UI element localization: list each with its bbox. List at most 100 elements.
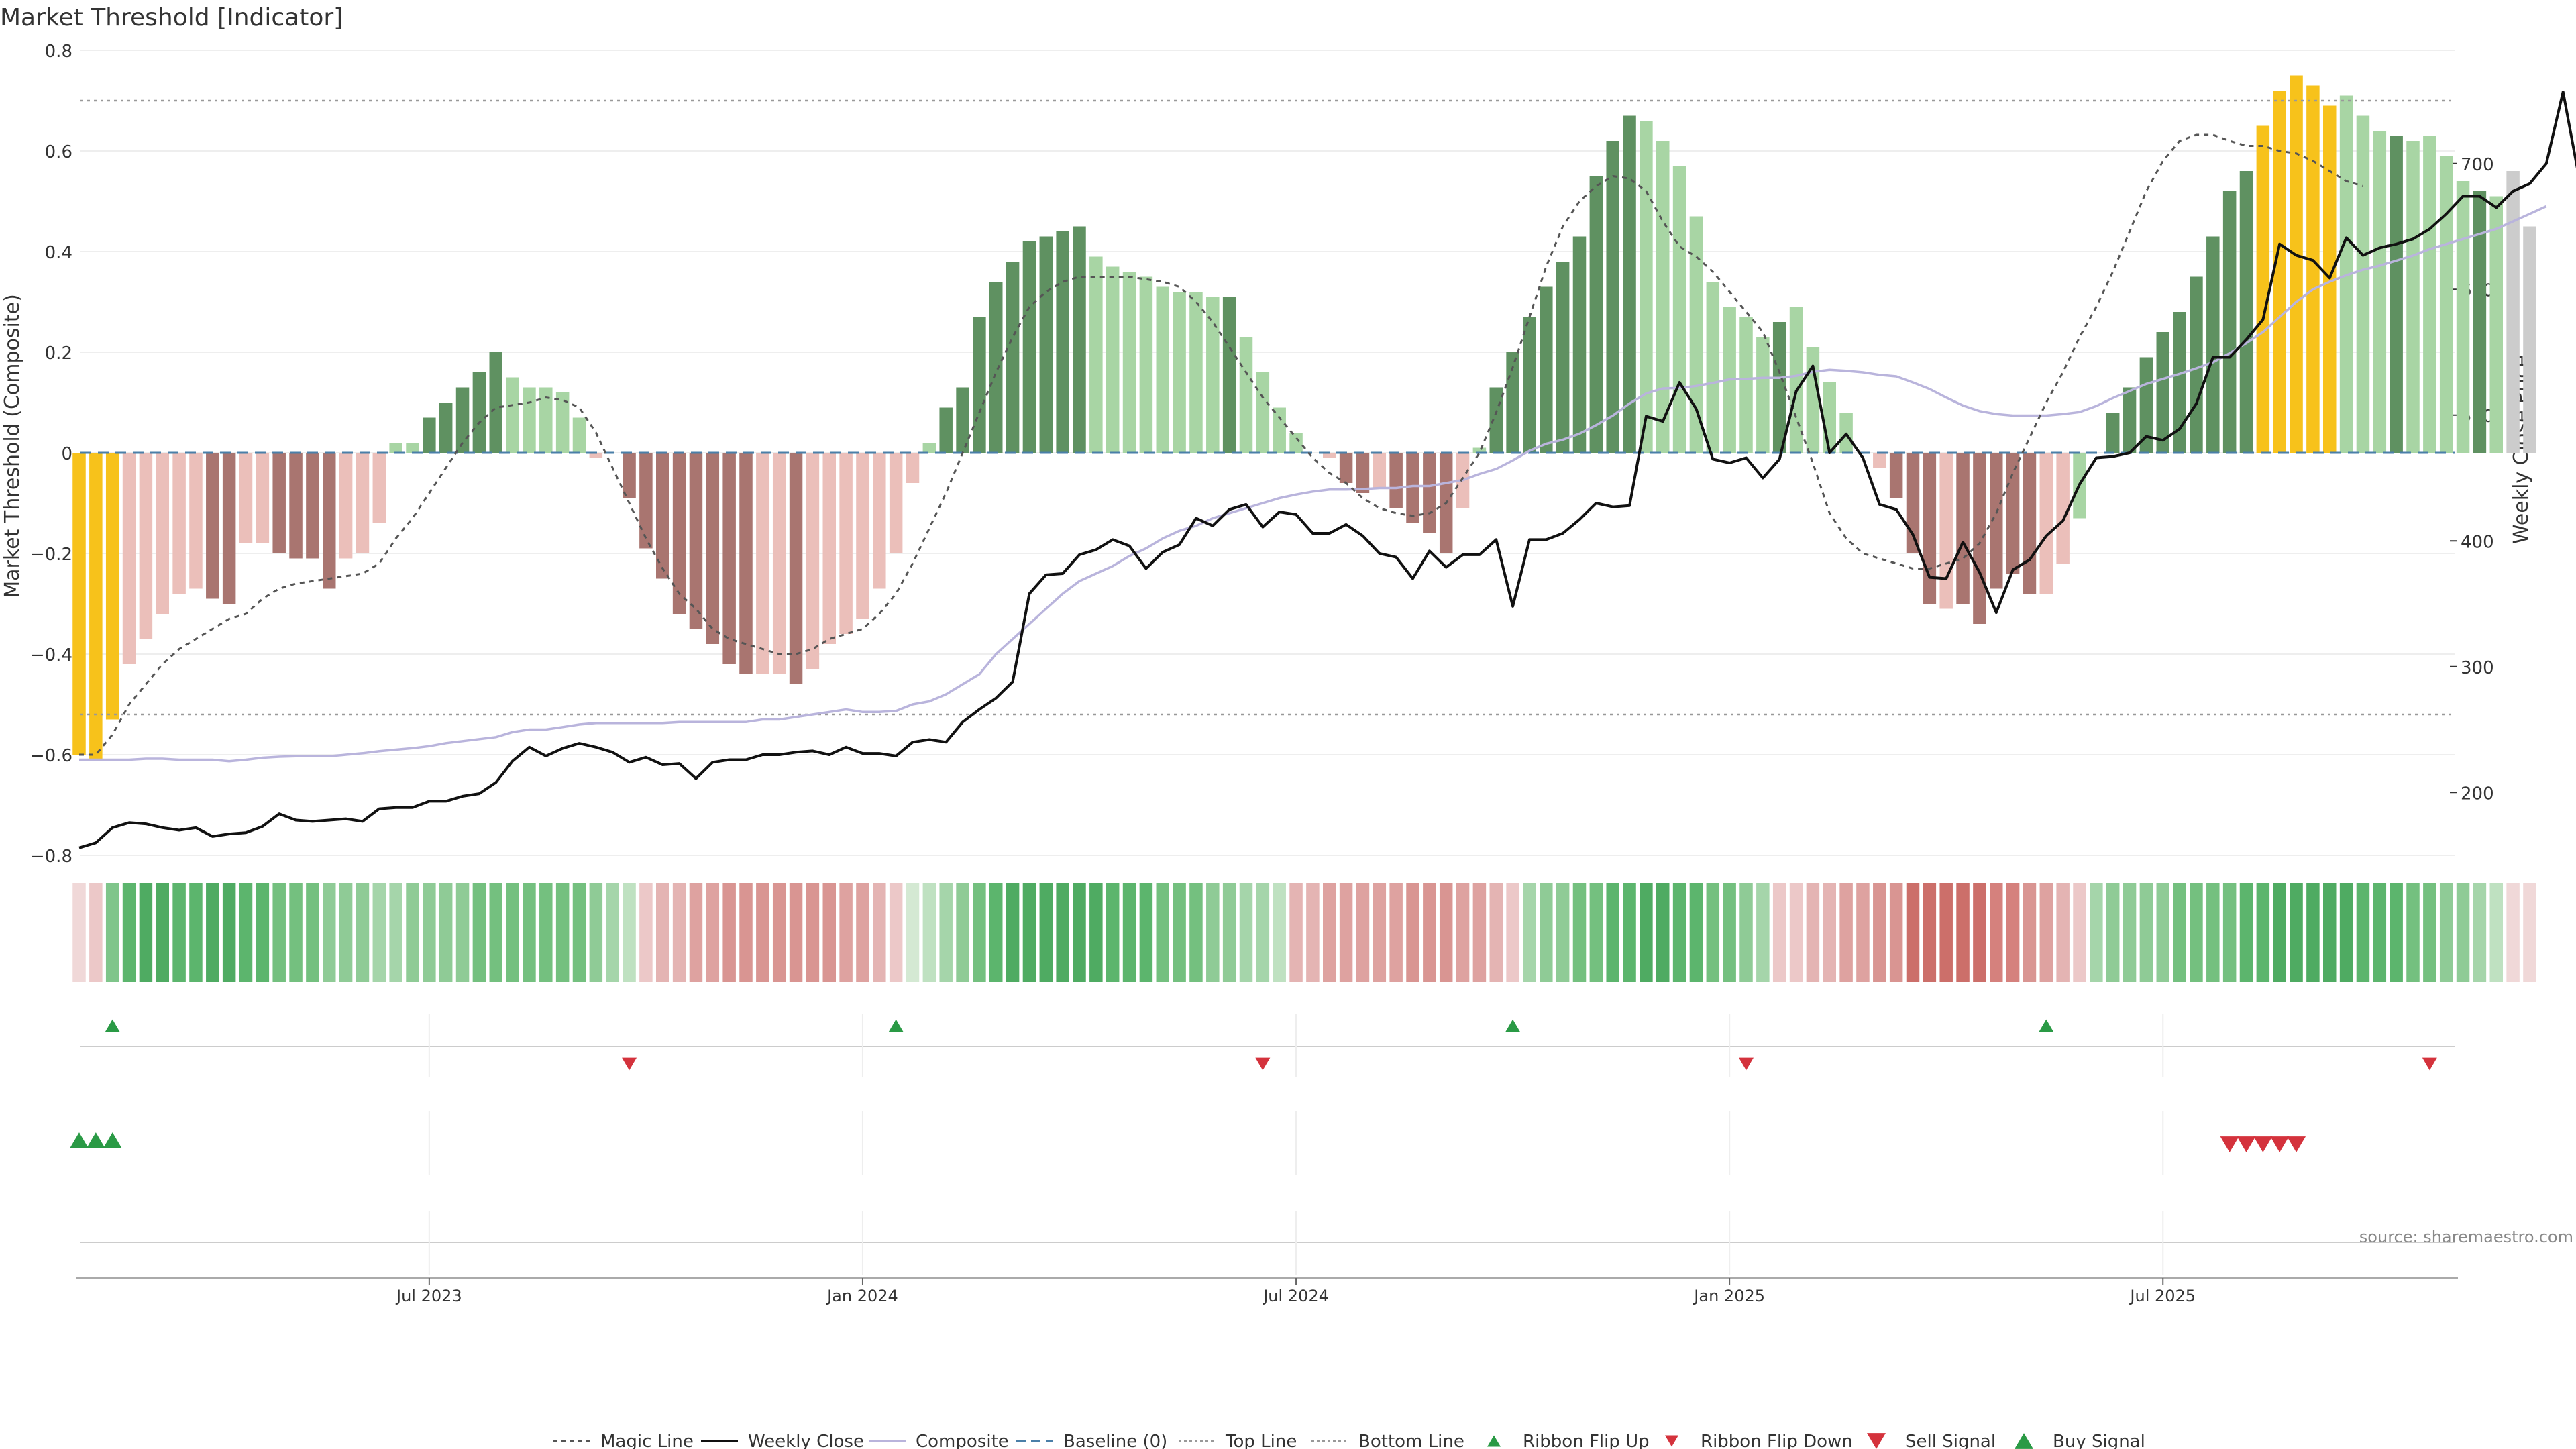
composite-bar — [1323, 453, 1336, 458]
composite-bar — [2506, 171, 2520, 453]
ribbon-cell — [1906, 883, 1920, 982]
ribbon-cell — [1523, 883, 1536, 982]
ribbon-cell — [889, 883, 903, 982]
legend-label: Weekly Close — [748, 1432, 864, 1449]
composite-bar — [306, 453, 319, 559]
composite-bar — [2039, 453, 2053, 594]
ribbon-cell — [1873, 883, 1886, 982]
ribbon-cell — [822, 883, 836, 982]
composite-bar — [1990, 453, 2003, 589]
ribbon-cell — [2339, 883, 2353, 982]
composite-bar — [139, 453, 153, 639]
ribbon-cell — [2222, 883, 2237, 982]
composite-bar — [105, 453, 119, 720]
composite-bar — [172, 453, 186, 594]
ribbon-cell — [939, 883, 953, 982]
ribbon-cell — [139, 883, 153, 982]
ribbon-cell — [105, 883, 119, 982]
ribbon-cell — [2039, 883, 2053, 982]
composite-bar — [489, 352, 502, 453]
ribbon-cell — [1323, 883, 1336, 982]
ribbon-cell — [489, 883, 502, 982]
composite-bar — [122, 453, 136, 664]
composite-bar — [722, 453, 736, 664]
ribbon-cell — [1122, 883, 1136, 982]
composite-bar — [1256, 372, 1270, 453]
x-tick-label: Jul 2024 — [1262, 1287, 1329, 1305]
ribbon-cell — [706, 883, 720, 982]
ribbon-cell — [739, 883, 753, 982]
ribbon-cell — [1706, 883, 1720, 982]
composite-bar — [1273, 407, 1286, 453]
ribbon-cell — [1923, 883, 1937, 982]
ribbon-cell — [2156, 883, 2169, 982]
ribbon-cell — [2306, 883, 2320, 982]
y-tick-label-left: −0.4 — [30, 645, 72, 665]
ribbon-cell — [2073, 883, 2086, 982]
ribbon-cell — [2473, 883, 2487, 982]
ribbon-cell — [2290, 883, 2303, 982]
sell-signal-marker — [2253, 1136, 2273, 1152]
ribbon-cell — [1389, 883, 1403, 982]
composite-bar — [439, 402, 453, 453]
composite-bar — [1889, 453, 1903, 498]
ribbon-cell — [2006, 883, 2020, 982]
ribbon-cell — [722, 883, 736, 982]
composite-bar — [1356, 453, 1370, 493]
composite-bar — [356, 453, 370, 553]
composite-bar — [1939, 453, 1953, 609]
ribbon-cell — [1839, 883, 1853, 982]
ribbon-cell — [323, 883, 336, 982]
y-tick-label-right: 400 — [2461, 532, 2494, 552]
ribbon-cell — [1472, 883, 1487, 982]
legend-label: Baseline (0) — [1063, 1432, 1167, 1449]
ribbon-cell — [1339, 883, 1353, 982]
ribbon-cell — [1222, 883, 1236, 982]
composite-bar — [2106, 413, 2120, 453]
composite-bar — [406, 443, 419, 453]
composite-bar — [506, 377, 519, 453]
ribbon-cell — [1373, 883, 1387, 982]
ribbon-cell — [2173, 883, 2186, 982]
y-tick-label-right: 700 — [2461, 155, 2494, 175]
composite-bar — [789, 453, 803, 684]
ribbon-cell — [206, 883, 219, 982]
ribbon-cell — [1556, 883, 1570, 982]
ribbon-cell — [339, 883, 353, 982]
composite-bar — [1022, 241, 1036, 453]
composite-bar — [989, 282, 1003, 453]
composite-bar — [472, 372, 486, 453]
ribbon-flip-down-marker — [2422, 1057, 2437, 1071]
ribbon-cell — [1623, 883, 1636, 982]
ribbon-flip-down-marker — [1255, 1057, 1271, 1071]
signal-lanes — [80, 1014, 2455, 1275]
ribbon-cell — [989, 883, 1003, 982]
ribbon-cell — [572, 883, 586, 982]
composite-bar — [2123, 387, 2137, 453]
composite-bar — [1156, 286, 1169, 453]
source-credit: source: sharemaestro.com — [2359, 1228, 2573, 1246]
ribbon-cell — [239, 883, 253, 982]
composite-bar — [656, 453, 669, 579]
composite-bar — [372, 453, 386, 523]
ribbon-cell — [1589, 883, 1603, 982]
composite-bar — [1956, 453, 1970, 604]
composite-bar — [822, 453, 836, 644]
ribbon-flip-up-marker — [1505, 1019, 1521, 1032]
ribbon-cell — [2106, 883, 2120, 982]
composite-bar — [1222, 297, 1236, 453]
ribbon-cell — [1789, 883, 1803, 982]
ribbon-cell — [1656, 883, 1670, 982]
composite-bar — [689, 453, 703, 629]
ribbon-flip-up-marker — [105, 1019, 120, 1032]
ribbon-cell — [2506, 883, 2520, 982]
legend-swatch — [1487, 1435, 1501, 1447]
ribbon-cell — [2390, 883, 2403, 982]
ribbon-cell — [589, 883, 603, 982]
composite-bar — [1540, 286, 1553, 453]
grid-lines — [80, 50, 2455, 856]
ribbon-cell — [806, 883, 820, 982]
ribbon-cell — [1456, 883, 1470, 982]
ribbon-cell — [1156, 883, 1169, 982]
ribbon-cell — [956, 883, 969, 982]
